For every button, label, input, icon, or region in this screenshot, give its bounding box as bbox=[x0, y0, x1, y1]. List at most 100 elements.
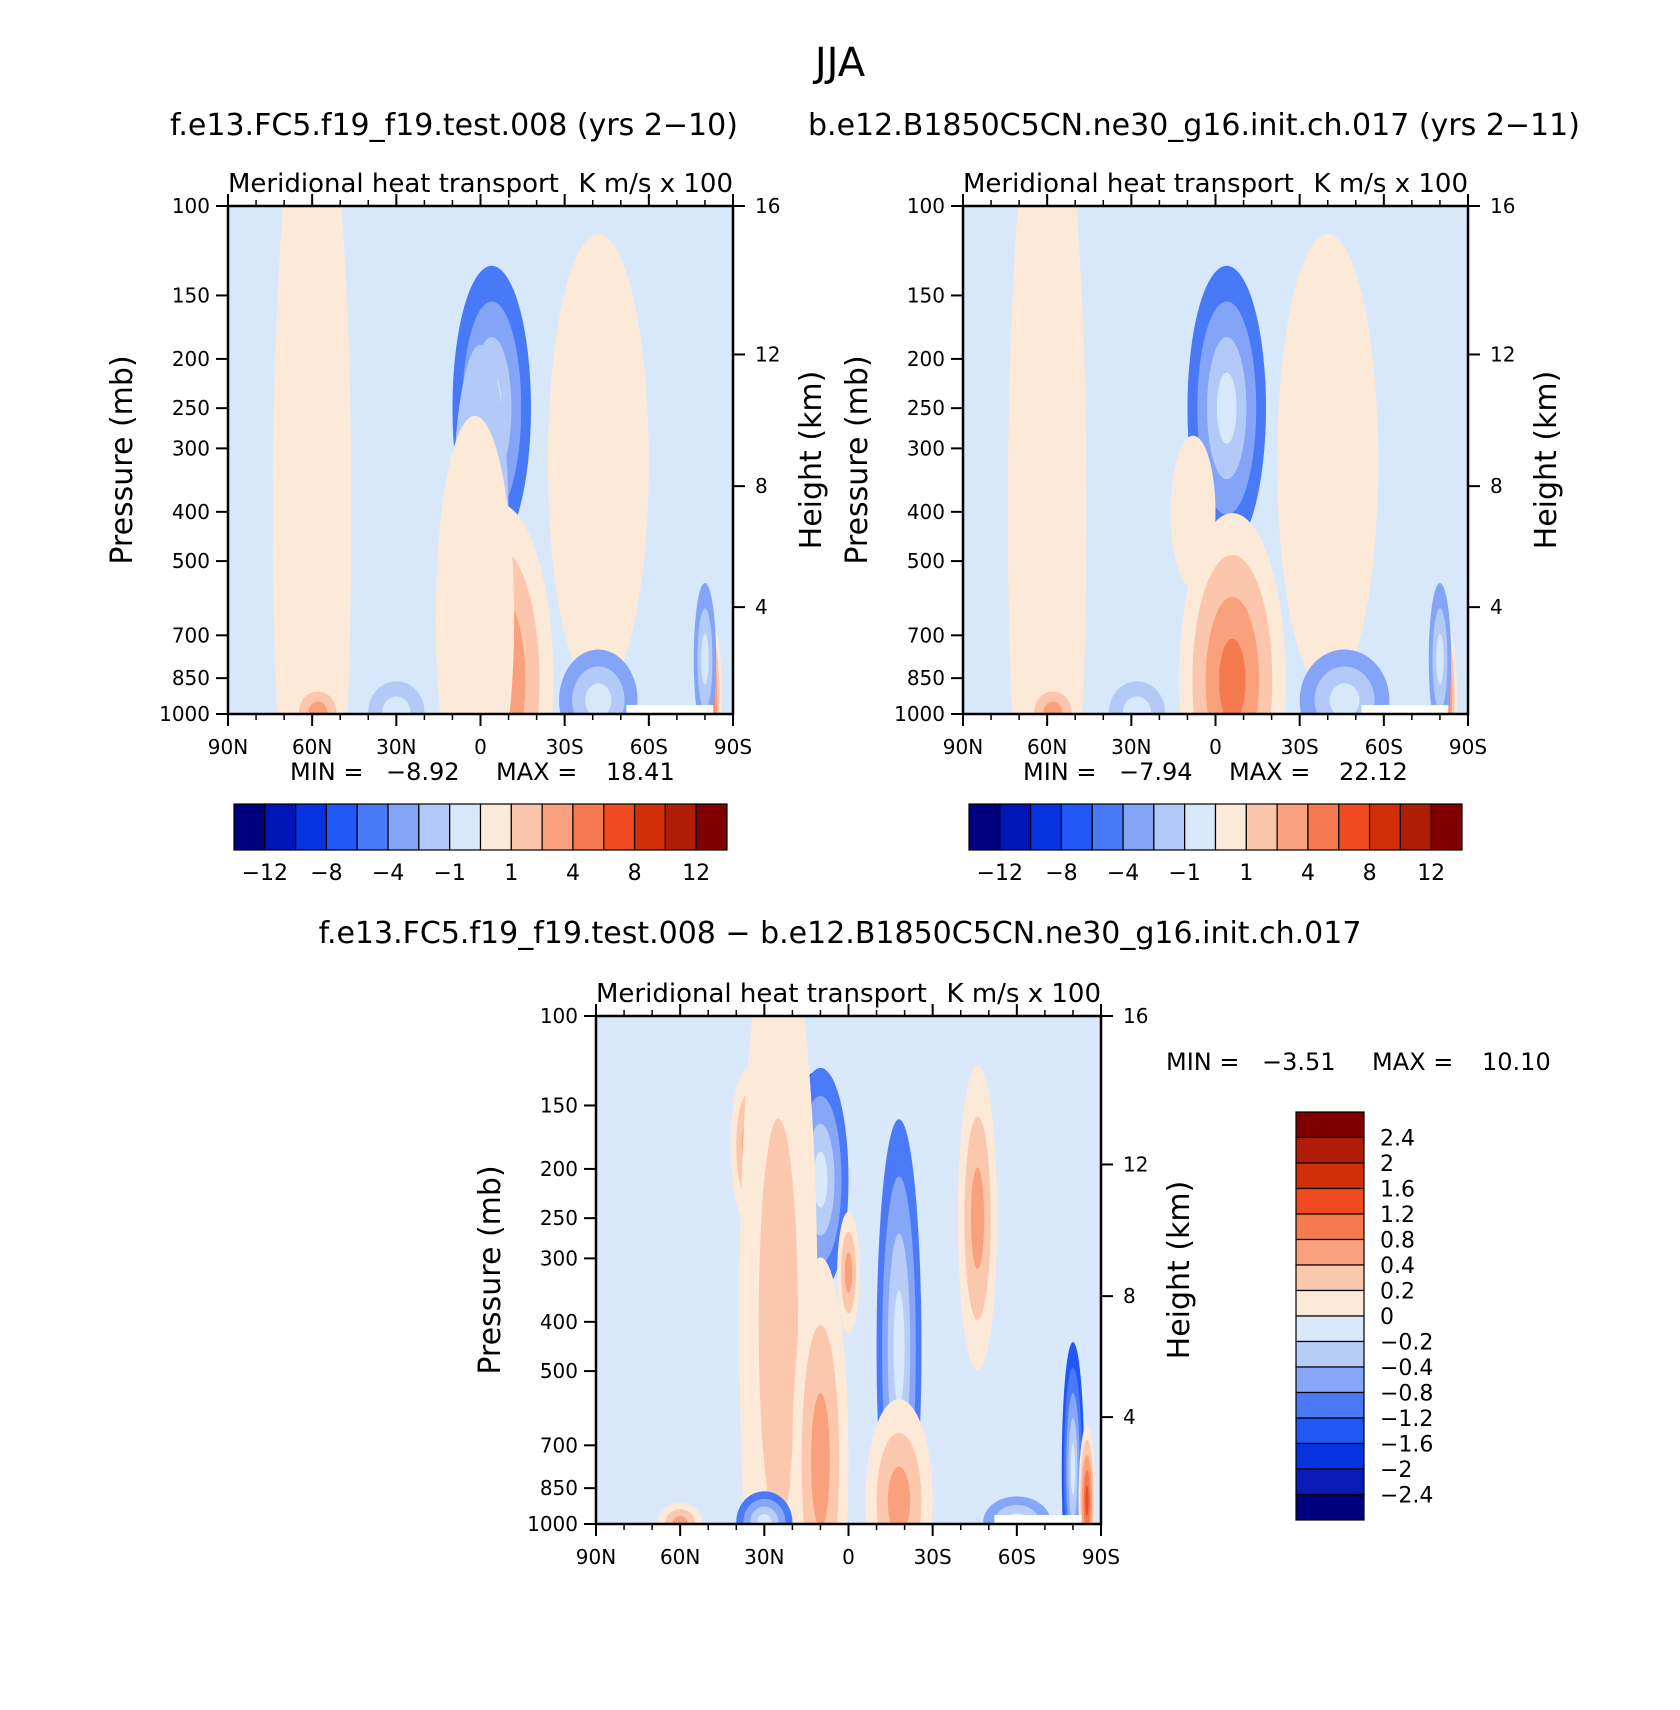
x-tick-label: 90N bbox=[208, 735, 248, 759]
colorbar-label: 1 bbox=[1239, 861, 1253, 886]
max-label: MAX = bbox=[1372, 1048, 1453, 1076]
y-tick-label: 850 bbox=[172, 666, 210, 690]
contour-blob bbox=[1122, 696, 1151, 714]
colorbar-label: −1.6 bbox=[1380, 1433, 1433, 1458]
colorbar-label: −1.2 bbox=[1380, 1407, 1433, 1432]
colorbar-swatch bbox=[1307, 803, 1340, 851]
colorbar-swatch bbox=[1276, 803, 1309, 851]
y-tick-label: 250 bbox=[907, 396, 945, 420]
min-label: MIN = bbox=[1023, 758, 1096, 786]
panel-title: Meridional heat transport bbox=[228, 169, 559, 199]
y-tick-label: 200 bbox=[540, 1157, 578, 1181]
colorbar-swatch bbox=[1060, 803, 1093, 851]
colorbar-label: −0.4 bbox=[1380, 1356, 1433, 1381]
colorbar-label: 4 bbox=[566, 861, 580, 886]
x-tick-label: 30N bbox=[376, 735, 416, 759]
contour-blob bbox=[758, 1118, 798, 1524]
colorbar-swatch bbox=[1153, 803, 1186, 851]
colorbar-label: 2.4 bbox=[1380, 1127, 1415, 1152]
colorbar-swatch bbox=[233, 803, 266, 851]
y-tick-label: 100 bbox=[540, 1004, 578, 1028]
contour-blob bbox=[1277, 234, 1379, 692]
colorbar-label: −2.4 bbox=[1380, 1484, 1433, 1509]
y-tick-label: 150 bbox=[540, 1093, 578, 1117]
contour-blob bbox=[811, 1392, 830, 1524]
min-value: −7.94 bbox=[1119, 758, 1193, 786]
x-tick-label: 60S bbox=[1365, 735, 1403, 759]
colorbar-swatch bbox=[572, 803, 605, 851]
main-title: JJA bbox=[814, 40, 866, 86]
colorbar-swatch bbox=[1245, 803, 1278, 851]
missing-data-area bbox=[1361, 704, 1449, 714]
colorbar-label: 0.8 bbox=[1380, 1229, 1415, 1254]
colorbar-label: 1.6 bbox=[1380, 1178, 1415, 1203]
colorbar-swatch bbox=[603, 803, 636, 851]
y-tick-label: 700 bbox=[540, 1433, 578, 1457]
y-tick-label: 150 bbox=[172, 283, 210, 307]
colorbar-swatch bbox=[1295, 1264, 1365, 1292]
colorbar-label: 0.2 bbox=[1380, 1280, 1415, 1305]
colorbar-label: −0.8 bbox=[1380, 1382, 1433, 1407]
colorbar-swatch bbox=[695, 803, 728, 851]
colorbar-swatch bbox=[1430, 803, 1463, 851]
colorbar-swatch bbox=[418, 803, 451, 851]
y-right-tick-label: 16 bbox=[1123, 1004, 1148, 1028]
colorbar-label: 1.2 bbox=[1380, 1203, 1415, 1228]
colorbar-label: 1 bbox=[504, 861, 518, 886]
colorbar: −12 −8 −4 −1 1 4 8 12 bbox=[968, 803, 1463, 886]
contour-blob bbox=[893, 1290, 905, 1405]
max-value: 22.12 bbox=[1339, 758, 1408, 786]
y-right-axis-label: Height (km) bbox=[794, 371, 829, 550]
colorbar-swatch bbox=[1030, 803, 1063, 851]
colorbar-swatch bbox=[510, 803, 543, 851]
colorbar-swatch bbox=[295, 803, 328, 851]
y-tick-label: 500 bbox=[540, 1359, 578, 1383]
contour-blob bbox=[1070, 1443, 1076, 1495]
colorbar-swatch bbox=[479, 803, 512, 851]
colorbar-label: −12 bbox=[977, 861, 1023, 886]
x-tick-label: 90S bbox=[1082, 1545, 1120, 1569]
colorbar-swatch bbox=[1122, 803, 1155, 851]
colorbar-swatch bbox=[1295, 1289, 1365, 1317]
colorbar-swatch bbox=[1338, 803, 1371, 851]
panel-title: Meridional heat transport bbox=[963, 169, 1294, 199]
min-value: −8.92 bbox=[386, 758, 460, 786]
y-tick-label: 300 bbox=[907, 436, 945, 460]
x-tick-label: 0 bbox=[1209, 735, 1222, 759]
x-tick-label: 90N bbox=[576, 1545, 616, 1569]
right-panel-title: b.e12.B1850C5CN.ne30_g16.init.ch.017 (yr… bbox=[808, 108, 1580, 143]
x-tick-label: 90N bbox=[943, 735, 983, 759]
y-tick-label: 1000 bbox=[894, 702, 945, 726]
contour-blob bbox=[308, 701, 328, 714]
contour-blob bbox=[844, 1252, 853, 1293]
y-tick-label: 250 bbox=[540, 1206, 578, 1230]
colorbar-swatch bbox=[1295, 1493, 1365, 1521]
x-tick-label: 0 bbox=[474, 735, 487, 759]
contour-blob bbox=[1043, 701, 1063, 714]
x-tick-label: 60S bbox=[998, 1545, 1036, 1569]
y-axis-label: Pressure (mb) bbox=[840, 355, 875, 564]
y-tick-label: 400 bbox=[907, 500, 945, 524]
min-label: MIN = bbox=[1166, 1048, 1239, 1076]
y-right-tick-label: 12 bbox=[755, 342, 780, 366]
x-tick-label: 90S bbox=[1449, 735, 1487, 759]
max-value: 18.41 bbox=[606, 758, 675, 786]
y-tick-label: 400 bbox=[172, 500, 210, 524]
colorbar-swatch bbox=[1295, 1111, 1365, 1139]
y-tick-label: 700 bbox=[907, 623, 945, 647]
x-tick-label: 30S bbox=[546, 735, 584, 759]
y-right-tick-label: 4 bbox=[755, 595, 768, 619]
contour-blob bbox=[272, 206, 352, 714]
colorbar-label: −1 bbox=[1168, 861, 1200, 886]
y-tick-label: 400 bbox=[540, 1310, 578, 1334]
colorbar-swatch bbox=[1184, 803, 1217, 851]
y-tick-label: 500 bbox=[907, 549, 945, 573]
colorbar-label: −2 bbox=[1380, 1458, 1412, 1483]
y-right-tick-label: 4 bbox=[1123, 1405, 1136, 1429]
y-right-tick-label: 16 bbox=[755, 194, 780, 218]
units-label: K m/s x 100 bbox=[1314, 169, 1469, 199]
contour-blob bbox=[1085, 1485, 1089, 1516]
colorbar-label: 0 bbox=[1380, 1305, 1394, 1330]
missing-data-area bbox=[994, 1514, 1082, 1524]
